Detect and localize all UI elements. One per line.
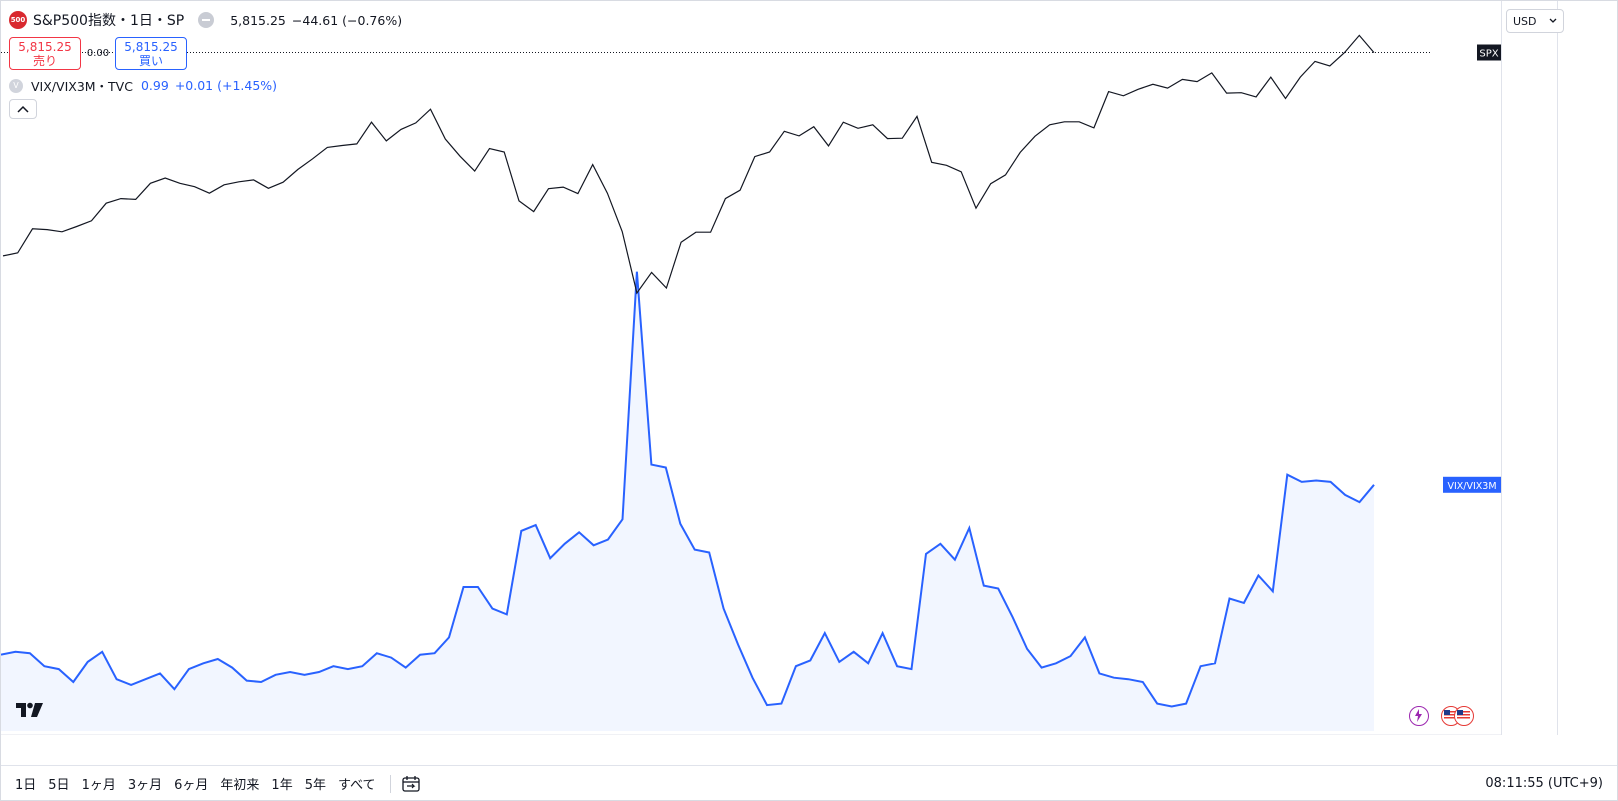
range-6m[interactable]: 6ヶ月 xyxy=(174,778,209,793)
price-change: −44.61 xyxy=(291,12,339,28)
price-chart-svg[interactable]: 5,700.005,600.005,500.005,400.005,300.00… xyxy=(1,1,1501,735)
spread-value: 0.00 xyxy=(86,48,110,59)
range-1m[interactable]: 1ヶ月 xyxy=(81,778,116,793)
lightning-event-icon[interactable] xyxy=(1409,706,1429,726)
symbol-title[interactable]: S&P500指数・1日・SP xyxy=(33,13,185,29)
toolbar-separator xyxy=(389,774,391,793)
chevron-down-icon xyxy=(1549,18,1557,23)
buy-label: 買い xyxy=(138,54,163,68)
vix-legend-value: 0.99 xyxy=(140,78,169,93)
range-5y[interactable]: 5年 xyxy=(304,778,326,793)
us-flag-event-icon-2[interactable] xyxy=(1454,706,1474,726)
sell-button[interactable]: 5,815.25 売り xyxy=(9,37,81,70)
trade-buttons: 5,815.25 売り 0.00 5,815.25 買い xyxy=(9,37,402,70)
sell-price: 5,815.25 xyxy=(18,40,72,54)
legend: 500 S&P500指数・1日・SP 5,815.25 −44.61 (−0.7… xyxy=(9,9,402,119)
price-change-pct: (−0.76%) xyxy=(342,12,403,28)
vix-series-tag xyxy=(1443,476,1501,493)
chart-area[interactable]: 5,700.005,600.005,500.005,400.005,300.00… xyxy=(1,1,1501,735)
range-all[interactable]: すべて xyxy=(337,778,376,793)
vix-series-area xyxy=(1,271,1374,731)
currency-select[interactable]: USD xyxy=(1506,9,1564,33)
go-to-date-calendar-icon[interactable] xyxy=(401,775,421,793)
chevron-up-icon xyxy=(17,105,29,113)
right-scale-divider xyxy=(1557,1,1558,735)
range-5d[interactable]: 5日 xyxy=(48,778,70,793)
buy-button[interactable]: 5,815.25 買い xyxy=(115,37,187,70)
sell-label: 売り xyxy=(32,54,57,68)
collapse-legend-button[interactable] xyxy=(9,99,37,119)
vix-series-tag-text: VIX/VIX3M xyxy=(1447,481,1496,492)
range-ytd[interactable]: 年初来 xyxy=(220,778,260,793)
market-closed-icon xyxy=(198,12,215,28)
vix-legend-change-pct: (+1.45%) xyxy=(217,78,278,93)
vix-symbol-icon: V xyxy=(9,78,23,93)
spx-series-tag-text: SPX xyxy=(1479,49,1498,60)
vix-series-line[interactable] xyxy=(1,271,1375,708)
last-price: 5,815.25 xyxy=(230,12,286,28)
vix-legend-name: VIX/VIX3M・TVC xyxy=(31,79,133,94)
tradingview-logo-icon[interactable] xyxy=(15,701,45,723)
vix-legend-change: +0.01 xyxy=(174,78,214,93)
timezone-clock[interactable]: 08:11:55 (UTC+9) xyxy=(1485,775,1603,791)
left-scale-divider xyxy=(1501,1,1502,735)
range-1d[interactable]: 1日 xyxy=(15,778,37,793)
range-3m[interactable]: 3ヶ月 xyxy=(127,778,163,793)
vix-legend[interactable]: V VIX/VIX3M・TVC 0.99 +0.01 (+1.45%) xyxy=(9,76,402,95)
spx-series-tag xyxy=(1477,44,1501,61)
currency-value: USD xyxy=(1513,14,1537,28)
spx-series-line[interactable] xyxy=(2,34,1375,295)
range-1y[interactable]: 1年 xyxy=(271,778,293,793)
main-symbol-legend: 500 S&P500指数・1日・SP 5,815.25 −44.61 (−0.7… xyxy=(9,9,402,31)
buy-price: 5,815.25 xyxy=(124,40,178,54)
bottom-toolbar: 1日 5日 1ヶ月 3ヶ月 6ヶ月 年初来 1年 5年 すべて xyxy=(1,765,1617,801)
sp500-logo-icon: 500 xyxy=(9,11,27,29)
